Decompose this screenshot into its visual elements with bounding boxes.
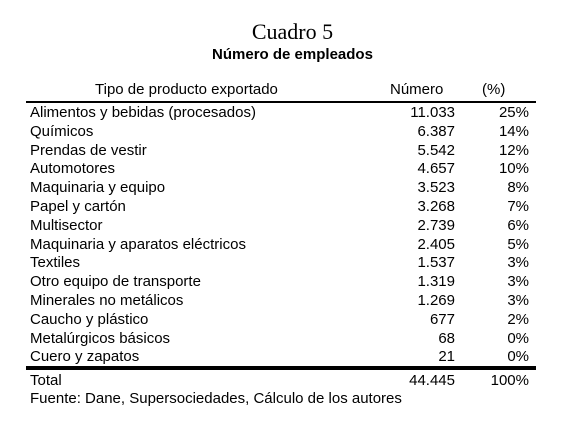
table-subtitle: Número de empleados <box>212 46 373 63</box>
table-cell: 0% <box>507 348 529 366</box>
table-cell: 14% <box>498 122 529 140</box>
table-cell: 7% <box>507 198 529 215</box>
table-cell: Automotores <box>30 160 116 178</box>
table-cell: 677 <box>429 310 455 328</box>
table-cell: 3% <box>507 254 529 272</box>
table-cell: 4.657 <box>417 160 455 178</box>
table-cell: 1.537 <box>417 254 455 272</box>
table-cell: 3.523 <box>417 179 455 197</box>
table-cell: 2.739 <box>417 216 455 234</box>
table-cell: 68 <box>438 329 455 347</box>
table-cell: 25% <box>498 104 529 121</box>
table-cell: 6% <box>507 216 529 234</box>
table-cell: 8% <box>507 179 529 197</box>
table-cell: 10% <box>498 160 529 178</box>
table-cell: Maquinaria y equipo <box>30 179 166 197</box>
table-cell: Metalúrgicos básicos <box>30 329 171 347</box>
table-title: Cuadro 5 <box>251 19 334 44</box>
table-cell: Papel y cartón <box>30 198 126 215</box>
total-cell: 44.445 <box>409 372 455 389</box>
table-cell: 3.268 <box>417 198 455 215</box>
total-cell: Total <box>30 372 62 389</box>
column-header: Tipo de producto exportado <box>95 81 278 98</box>
table-cell: 6.387 <box>417 122 455 140</box>
table-cell: 12% <box>498 141 529 159</box>
table-cell: Químicos <box>30 122 94 140</box>
header-rule <box>26 101 536 103</box>
table-cell: Alimentos y bebidas (procesados) <box>30 104 256 121</box>
table-cell: 5.542 <box>417 141 455 159</box>
total-rule <box>26 366 536 370</box>
table-cell: 1.269 <box>417 292 455 309</box>
table-cell: 21 <box>438 348 455 366</box>
table-cell: Textiles <box>30 254 81 272</box>
table-cell: 5% <box>507 235 529 253</box>
table-cell: Otro equipo de transporte <box>30 273 201 291</box>
table-cell: Minerales no metálicos <box>30 292 184 309</box>
table-cell: 2% <box>507 310 529 328</box>
table-cell: 1.319 <box>417 273 455 291</box>
table-cell: 3% <box>507 292 529 309</box>
table-cell: 3% <box>507 273 529 291</box>
column-header: (%) <box>482 81 506 98</box>
table-cell: 11.033 <box>410 104 455 121</box>
table-cell: Maquinaria y aparatos eléctricos <box>30 235 246 253</box>
table-cell: Multisector <box>30 216 103 234</box>
source-note: Fuente: Dane, Supersociedades, Cálculo d… <box>30 390 402 407</box>
table-cell: 0% <box>507 329 529 347</box>
table-cell: Cuero y zapatos <box>30 348 140 366</box>
table-cell: Prendas de vestir <box>30 141 147 159</box>
total-cell: 100% <box>490 372 529 389</box>
column-header: Número <box>390 81 444 98</box>
table-cell: 2.405 <box>417 235 455 253</box>
table-cell: Caucho y plástico <box>30 310 149 328</box>
